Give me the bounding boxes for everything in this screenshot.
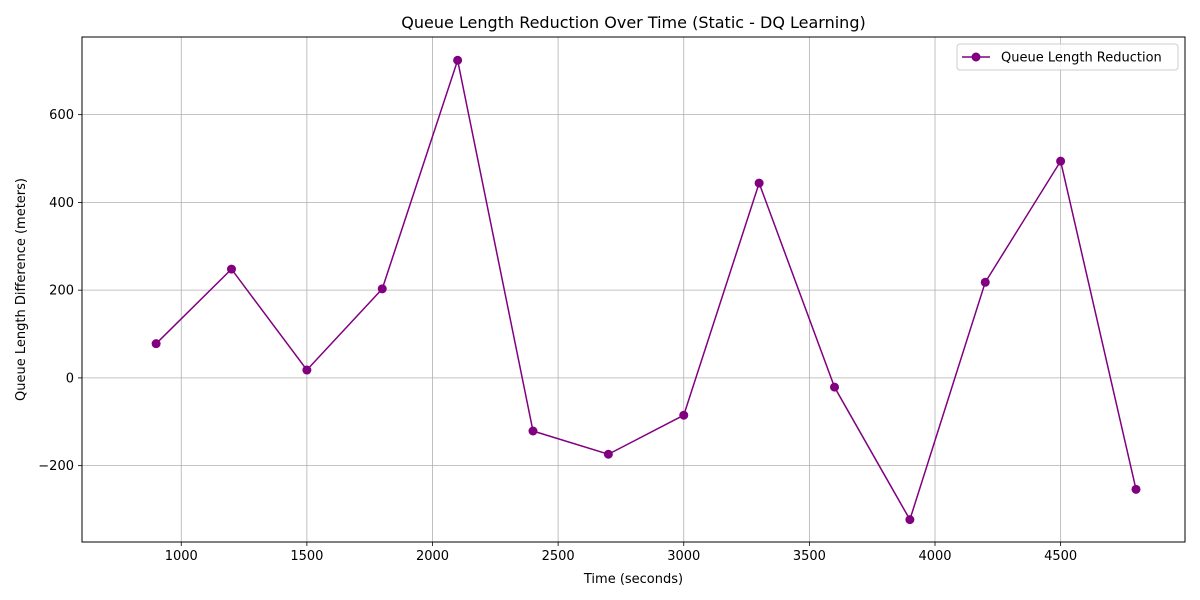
data-point [1131,484,1141,494]
data-point [528,426,538,436]
data-point [226,264,236,274]
x-axis: 1000 1500 2000 2500 3000 3500 4000 4500 [165,542,1077,564]
x-tick-label: 4500 [1044,549,1077,564]
y-tick-label: 400 [49,196,74,211]
data-point [453,55,463,65]
data-point [905,515,915,525]
data-point [151,339,161,349]
data-point [302,365,312,375]
x-tick-label: 3000 [667,549,700,564]
legend: Queue Length Reduction [956,43,1179,71]
grid [82,37,1185,542]
series-layer [151,55,1141,525]
y-axis-label: Queue Length Difference (meters) [14,178,29,401]
y-tick-label: 0 [66,371,74,386]
chart-title: Queue Length Reduction Over Time (Static… [401,13,865,32]
series-line [155,57,1137,522]
plot-frame [81,36,1186,543]
x-tick-label: 2500 [542,549,575,564]
legend-entry-label: Queue Length Reduction [1001,51,1162,66]
x-tick-label: 3500 [793,549,826,564]
data-point [679,410,689,420]
y-tick-label: −200 [38,459,74,474]
x-tick-label: 1500 [290,549,323,564]
x-axis-label: Time (seconds) [583,572,683,587]
x-tick-label: 4000 [918,549,951,564]
legend-box [956,43,1179,71]
y-tick-label: 200 [49,284,74,299]
legend-marker-swatch [971,52,981,62]
y-axis: −200 0 200 400 600 [38,108,82,474]
data-point [980,277,990,287]
x-tick-label: 1000 [165,549,198,564]
y-tick-label: 600 [49,108,74,123]
data-point [1056,156,1066,166]
data-point [754,178,764,188]
data-point [377,284,387,294]
data-point [830,382,840,392]
x-tick-label: 2000 [416,549,449,564]
data-point [603,449,613,459]
